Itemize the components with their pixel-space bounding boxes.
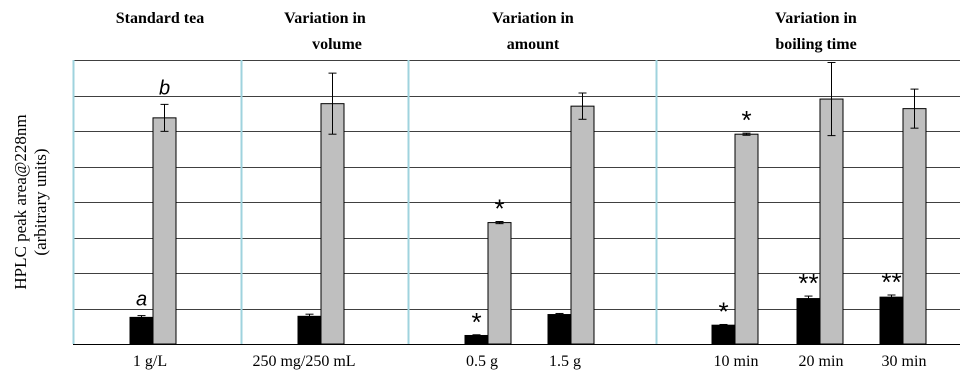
black-bar bbox=[796, 298, 821, 345]
error-bar bbox=[887, 294, 896, 300]
x-tick-label: 30 min bbox=[882, 353, 927, 370]
x-tick-label: 0.5 g bbox=[466, 353, 498, 370]
black-bar bbox=[711, 324, 736, 345]
y-axis-label-line: (arbitrary units) bbox=[31, 148, 50, 255]
group-header: Variation in bbox=[775, 10, 857, 27]
error-bar bbox=[910, 88, 919, 129]
error-bars bbox=[137, 61, 919, 337]
group-header: amount bbox=[507, 36, 560, 53]
error-bar bbox=[804, 295, 813, 302]
gray-bar bbox=[570, 105, 595, 345]
black-bar bbox=[879, 296, 904, 345]
error-bar bbox=[472, 334, 481, 337]
y-axis-label-line: HPLC peak area@228nm bbox=[11, 114, 30, 289]
significance-annotation: * bbox=[471, 307, 481, 337]
gray-bar bbox=[734, 133, 759, 345]
significance-annotation: ** bbox=[798, 268, 818, 298]
error-bar bbox=[827, 61, 836, 137]
y-axis-label: HPLC peak area@228nm (arbitrary units) bbox=[11, 114, 50, 289]
error-bar bbox=[555, 312, 564, 317]
error-bar bbox=[160, 103, 169, 132]
error-bar bbox=[305, 313, 314, 319]
x-tick-label: 20 min bbox=[799, 353, 844, 370]
black-bar bbox=[129, 316, 154, 345]
bars bbox=[129, 98, 927, 345]
error-bar bbox=[742, 132, 751, 136]
x-tick-label: 1.5 g bbox=[549, 353, 581, 370]
significance-annotation: ** bbox=[881, 267, 901, 297]
error-bar bbox=[578, 92, 587, 120]
group-dividers bbox=[72, 60, 658, 344]
gridlines bbox=[73, 60, 960, 345]
error-bar bbox=[719, 323, 728, 327]
gray-bar bbox=[320, 103, 345, 345]
error-bar bbox=[137, 315, 146, 320]
black-bar bbox=[297, 315, 322, 345]
significance-annotation: * bbox=[718, 296, 728, 326]
gray-bar bbox=[152, 117, 177, 345]
group-headers: Standard tea Variation in volume Variation … bbox=[116, 10, 857, 53]
significance-annotation: a bbox=[136, 289, 147, 311]
x-tick-label: 250 mg/250 mL bbox=[252, 353, 355, 370]
black-bar bbox=[547, 314, 572, 345]
x-tick-label: 1 g/L bbox=[133, 353, 167, 370]
error-bar bbox=[495, 221, 504, 225]
significance-annotation: * bbox=[741, 105, 751, 135]
significance-annotation: * bbox=[494, 194, 504, 224]
gray-bar bbox=[902, 108, 927, 345]
x-tick-labels: 1 g/L 250 mg/250 mL 0.5 g 1.5 g 10 min 20 min… bbox=[133, 353, 927, 370]
error-bar bbox=[328, 72, 337, 135]
group-header: Variation in bbox=[492, 10, 574, 27]
group-header: volume bbox=[312, 36, 362, 53]
group-header: Standard tea bbox=[116, 10, 204, 27]
gray-bar bbox=[487, 222, 512, 345]
x-tick-label: 10 min bbox=[714, 353, 759, 370]
group-header: boiling time bbox=[775, 36, 856, 53]
group-header: Variation in bbox=[284, 10, 366, 27]
significance-annotation: b bbox=[159, 77, 170, 99]
significance-annotations: a* *** **b** bbox=[136, 77, 902, 336]
